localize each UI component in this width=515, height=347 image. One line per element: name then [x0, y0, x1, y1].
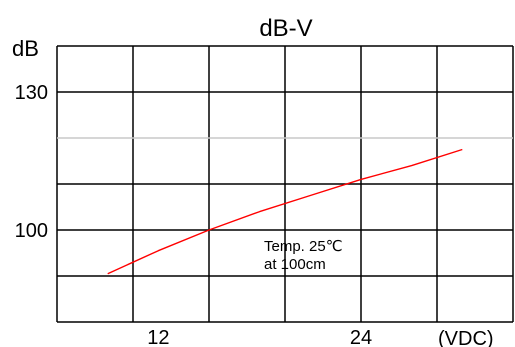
y-tick-label: 130	[15, 82, 48, 104]
series-line	[107, 148, 463, 275]
grid	[56, 45, 514, 323]
y-axis-label: dB	[12, 36, 39, 61]
annotation-temperature: Temp. 25℃	[264, 238, 343, 255]
chart-title: dB-V	[259, 15, 312, 42]
y-tick-label: 100	[15, 220, 48, 242]
tick-labels: 12 24 100 130	[15, 82, 373, 347]
x-unit-label: (VDC)	[438, 328, 494, 347]
x-tick-label: 24	[350, 327, 372, 347]
x-tick-label: 12	[147, 327, 169, 347]
series-layer	[107, 148, 463, 275]
annotation-distance: at 100cm	[264, 256, 326, 273]
